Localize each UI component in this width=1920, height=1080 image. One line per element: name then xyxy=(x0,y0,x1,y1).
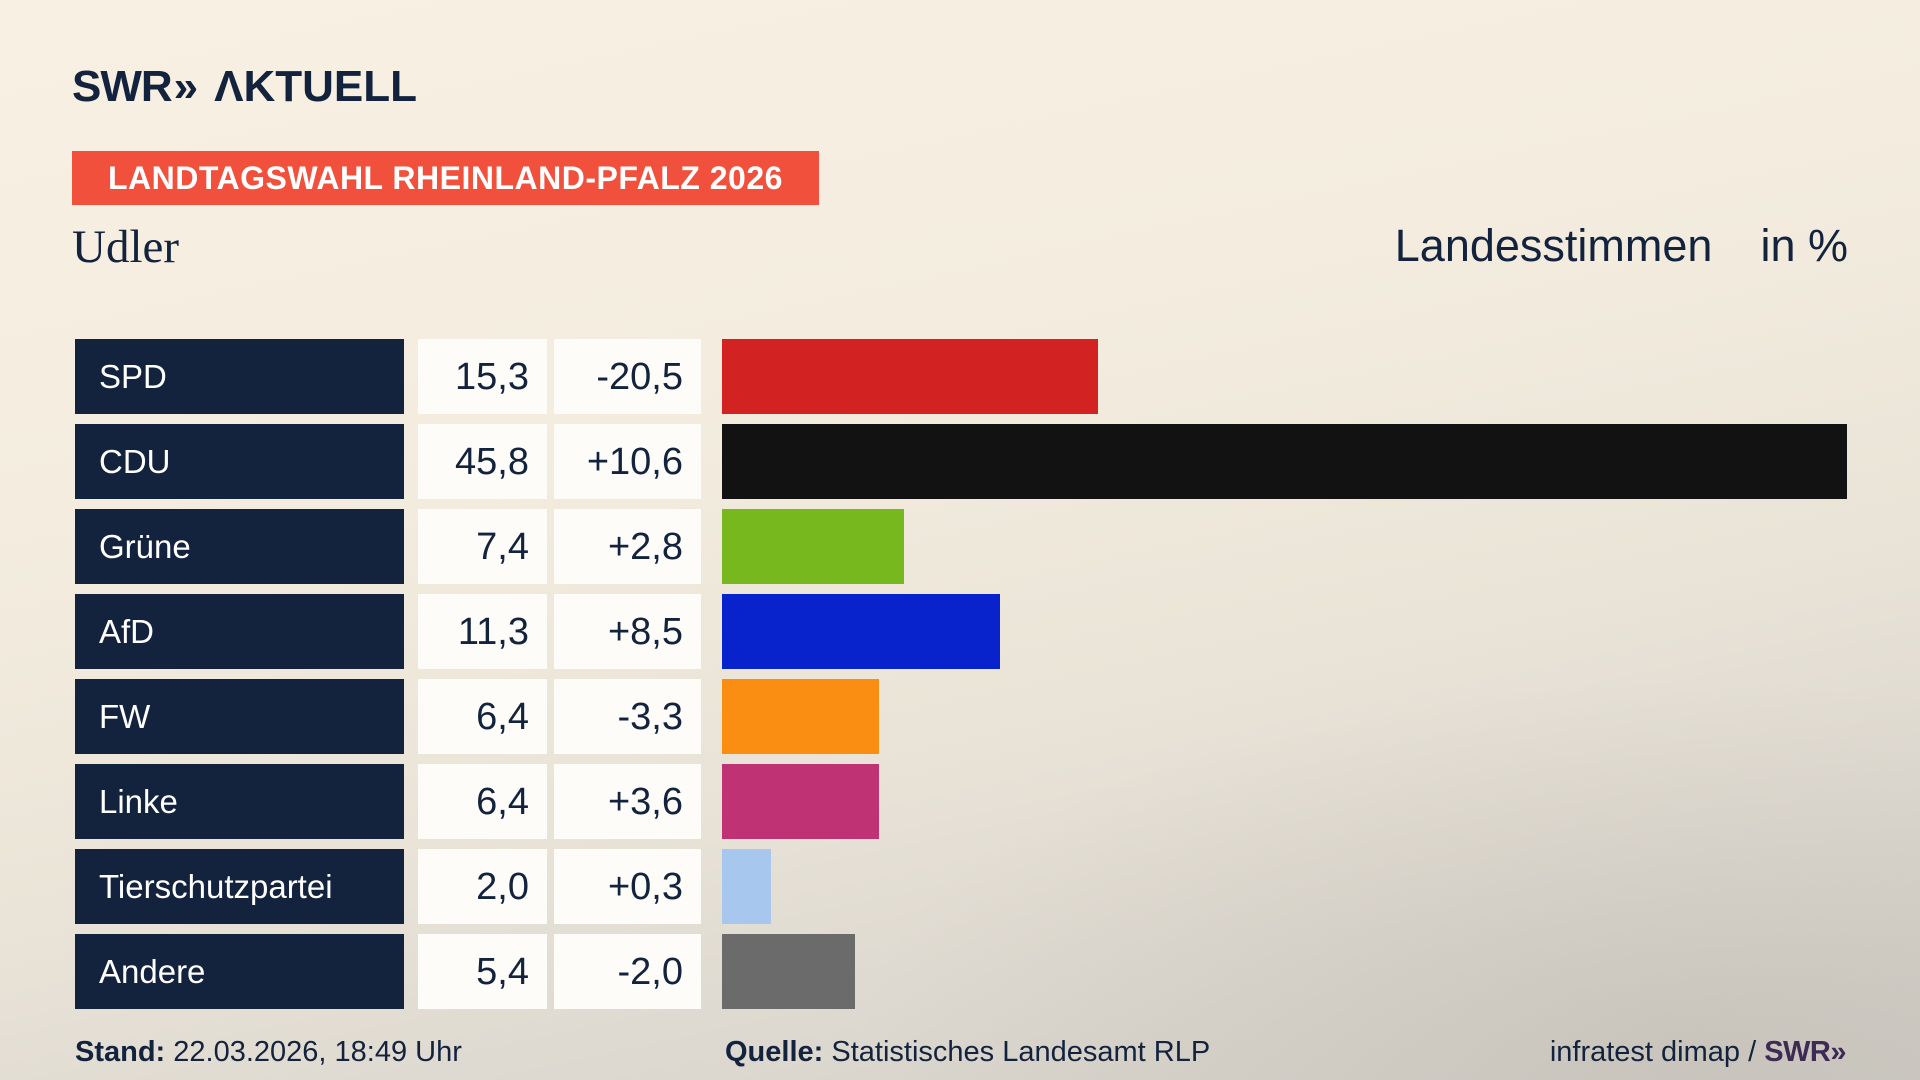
value-cell: 5,4 xyxy=(418,934,547,1009)
table-row: AfD 11,3 +8,5 xyxy=(0,594,1920,669)
logo-swr-text: SWR xyxy=(72,62,173,111)
value-cell: 6,4 xyxy=(418,679,547,754)
value-cell: 7,4 xyxy=(418,509,547,584)
change-cell: +8,5 xyxy=(554,594,701,669)
party-label-cell: Andere xyxy=(75,934,404,1009)
value-cell: 2,0 xyxy=(418,849,547,924)
value-cell: 11,3 xyxy=(418,594,547,669)
party-label-cell: SPD xyxy=(75,339,404,414)
result-bar xyxy=(722,849,771,924)
party-label-cell: Linke xyxy=(75,764,404,839)
change-cell: +10,6 xyxy=(554,424,701,499)
party-label-cell: Grüne xyxy=(75,509,404,584)
change-cell: -20,5 xyxy=(554,339,701,414)
election-banner: LANDTAGSWAHL RHEINLAND-PFALZ 2026 xyxy=(72,151,819,205)
result-bar xyxy=(722,339,1098,414)
party-label-cell: AfD xyxy=(75,594,404,669)
table-row: Linke 6,4 +3,6 xyxy=(0,764,1920,839)
table-row: Andere 5,4 -2,0 xyxy=(0,934,1920,1009)
table-row: Grüne 7,4 +2,8 xyxy=(0,509,1920,584)
swr-aktuell-logo: SWR» ΛKTUELL xyxy=(72,62,417,112)
change-cell: +0,3 xyxy=(554,849,701,924)
result-bar xyxy=(722,934,855,1009)
stand-timestamp: Stand: 22.03.2026, 18:49 Uhr xyxy=(75,1030,462,1074)
result-bar xyxy=(722,594,1000,669)
table-row: CDU 45,8 +10,6 xyxy=(0,424,1920,499)
value-cell: 45,8 xyxy=(418,424,547,499)
municipality-title: Udler xyxy=(72,221,180,273)
table-row: Tierschutzpartei 2,0 +0,3 xyxy=(0,849,1920,924)
credit-note: infratest dimap / SWR» xyxy=(1549,1030,1847,1074)
stand-value: 22.03.2026, 18:49 Uhr xyxy=(173,1036,462,1068)
party-label-cell: CDU xyxy=(75,424,404,499)
result-bar xyxy=(722,764,879,839)
measure-label: Landesstimmen xyxy=(1394,220,1713,271)
stand-label: Stand: xyxy=(75,1036,166,1068)
value-cell: 15,3 xyxy=(418,339,547,414)
table-row: FW 6,4 -3,3 xyxy=(0,679,1920,754)
credit-swr-logo: SWR» xyxy=(1764,1036,1846,1068)
party-label-cell: Tierschutzpartei xyxy=(75,849,404,924)
result-bar xyxy=(722,424,1847,499)
result-bar xyxy=(722,509,904,584)
value-cell: 6,4 xyxy=(418,764,547,839)
change-cell: +2,8 xyxy=(554,509,701,584)
logo-chevrons-icon: » xyxy=(173,62,199,111)
result-bar xyxy=(722,679,879,754)
table-row: SPD 15,3 -20,5 xyxy=(0,339,1920,414)
logo-aktuell-text: ΛKTUELL xyxy=(214,62,418,111)
footer: Stand: 22.03.2026, 18:49 Uhr Quelle: Sta… xyxy=(0,1030,1920,1074)
party-label-cell: FW xyxy=(75,679,404,754)
unit-label: in % xyxy=(1760,220,1848,271)
measure-title: Landesstimmen in % xyxy=(1395,220,1848,272)
source-value: Statistisches Landesamt RLP xyxy=(831,1036,1211,1068)
title-bar: Udler Landesstimmen in % xyxy=(72,220,1848,276)
change-cell: +3,6 xyxy=(554,764,701,839)
credit-text: infratest dimap / xyxy=(1549,1036,1765,1068)
source-label: Quelle: xyxy=(725,1036,824,1068)
change-cell: -3,3 xyxy=(554,679,701,754)
change-cell: -2,0 xyxy=(554,934,701,1009)
source-note: Quelle: Statistisches Landesamt RLP xyxy=(725,1030,1210,1074)
